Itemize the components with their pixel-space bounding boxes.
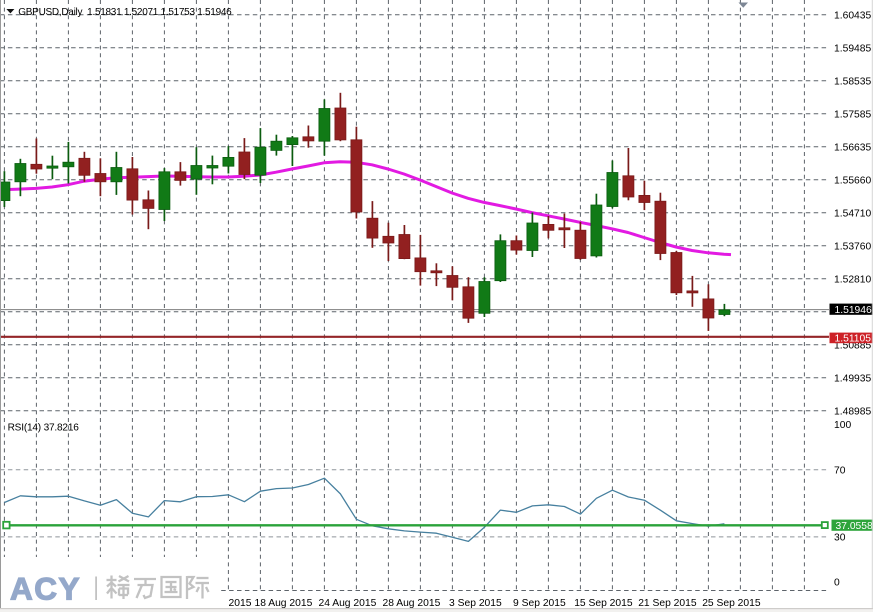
svg-text:24 Aug 2015: 24 Aug 2015 bbox=[318, 598, 376, 609]
svg-text:GBPUSD,Daily 1.51831 1.52071: GBPUSD,Daily 1.51831 1.52071 1.51753 1.5… bbox=[18, 7, 232, 18]
svg-text:1.48985: 1.48985 bbox=[834, 407, 871, 418]
svg-text:1.53760: 1.53760 bbox=[834, 242, 871, 253]
svg-text:2015: 2015 bbox=[229, 598, 252, 609]
svg-text:1.51946: 1.51946 bbox=[835, 305, 872, 316]
svg-text:18 Aug 2015: 18 Aug 2015 bbox=[254, 598, 312, 609]
svg-text:0: 0 bbox=[834, 577, 840, 588]
svg-text:1.55660: 1.55660 bbox=[834, 176, 871, 187]
svg-text:37.0558: 37.0558 bbox=[836, 521, 873, 532]
svg-text:1.58535: 1.58535 bbox=[834, 77, 871, 88]
svg-text:1.50885: 1.50885 bbox=[834, 341, 871, 352]
svg-text:ACY: ACY bbox=[10, 571, 81, 607]
svg-text:1.56635: 1.56635 bbox=[834, 143, 871, 154]
svg-text:1.59485: 1.59485 bbox=[834, 44, 871, 55]
svg-text:25 Sep 2015: 25 Sep 2015 bbox=[702, 598, 761, 609]
svg-text:1.49935: 1.49935 bbox=[834, 374, 871, 385]
svg-text:30: 30 bbox=[834, 533, 846, 544]
svg-text:1.54710: 1.54710 bbox=[834, 209, 871, 220]
svg-text:1.51105: 1.51105 bbox=[835, 334, 872, 345]
svg-text:1.52810: 1.52810 bbox=[834, 275, 871, 286]
svg-text:15 Sep 2015: 15 Sep 2015 bbox=[574, 598, 633, 609]
svg-text:100: 100 bbox=[834, 420, 851, 431]
svg-text:3 Sep 2015: 3 Sep 2015 bbox=[449, 598, 502, 609]
svg-text:21 Sep 2015: 21 Sep 2015 bbox=[638, 598, 697, 609]
svg-text:28 Aug 2015: 28 Aug 2015 bbox=[382, 598, 440, 609]
svg-text:9 Sep 2015: 9 Sep 2015 bbox=[513, 598, 566, 609]
svg-text:RSI(14) 37.8216: RSI(14) 37.8216 bbox=[8, 423, 80, 434]
svg-text:1.60435: 1.60435 bbox=[834, 11, 871, 22]
svg-text:70: 70 bbox=[834, 466, 846, 477]
svg-text:1.57585: 1.57585 bbox=[834, 110, 871, 121]
